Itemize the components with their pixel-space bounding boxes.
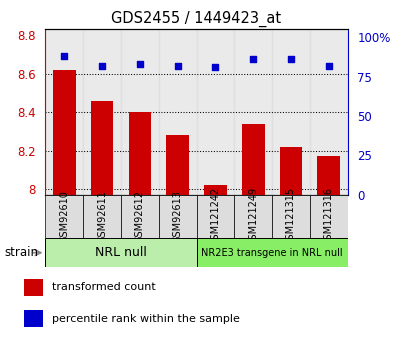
Text: GSM121242: GSM121242 [211, 187, 220, 246]
Bar [310, 29, 348, 195]
Bar [24, 279, 43, 296]
Text: percentile rank within the sample: percentile rank within the sample [51, 314, 239, 324]
Point [250, 57, 256, 62]
Bar [121, 29, 159, 195]
Bar [159, 195, 197, 238]
Point [99, 63, 105, 68]
Bar [45, 195, 83, 238]
Point [288, 57, 294, 62]
Bar [197, 238, 348, 267]
Bar [24, 310, 43, 327]
Bar [318, 156, 340, 195]
Bar [242, 124, 265, 195]
Bar [128, 112, 151, 195]
Bar [83, 195, 121, 238]
Text: GSM92611: GSM92611 [97, 190, 107, 243]
Bar [45, 29, 83, 195]
Bar [234, 195, 272, 238]
Bar [197, 29, 234, 195]
Bar [197, 195, 234, 238]
Bar [91, 101, 113, 195]
Bar [83, 29, 121, 195]
Bar [204, 185, 227, 195]
Bar [272, 195, 310, 238]
Bar [272, 29, 310, 195]
Text: GSM121249: GSM121249 [248, 187, 258, 246]
Bar [45, 238, 197, 267]
Bar [310, 195, 348, 238]
Title: GDS2455 / 1449423_at: GDS2455 / 1449423_at [111, 10, 282, 27]
Bar [280, 147, 302, 195]
Text: NR2E3 transgene in NRL null: NR2E3 transgene in NRL null [201, 248, 343, 258]
Bar [53, 70, 76, 195]
Point [325, 63, 332, 68]
Bar [121, 195, 159, 238]
Point [175, 63, 181, 68]
Bar [166, 135, 189, 195]
Bar [234, 29, 272, 195]
Bar [159, 29, 197, 195]
Text: GSM121315: GSM121315 [286, 187, 296, 246]
Text: strain: strain [4, 246, 38, 259]
Text: GSM92613: GSM92613 [173, 190, 182, 243]
Text: NRL null: NRL null [95, 246, 147, 259]
Point [137, 61, 143, 67]
Text: transformed count: transformed count [51, 283, 155, 293]
Text: GSM92612: GSM92612 [135, 190, 145, 243]
Point [61, 53, 68, 59]
Text: GSM92610: GSM92610 [59, 190, 69, 243]
Point [212, 65, 218, 70]
Text: GSM121316: GSM121316 [324, 187, 334, 246]
